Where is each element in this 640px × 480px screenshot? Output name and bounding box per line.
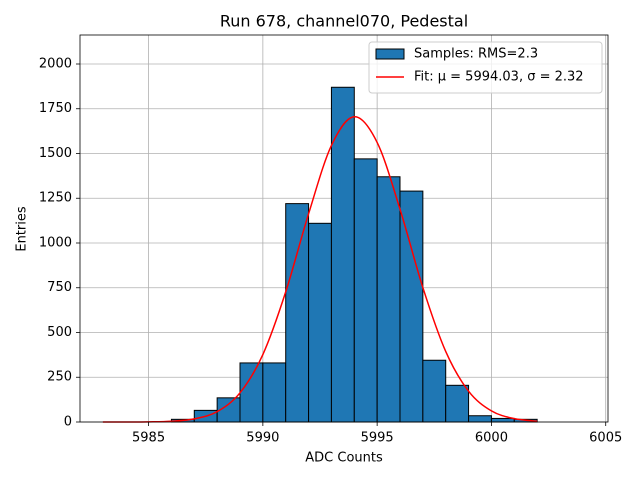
- histogram-bar: [445, 384, 470, 423]
- histogram-bar: [239, 362, 264, 423]
- x-tick-label: 5995: [361, 431, 394, 446]
- histogram-bar: [353, 158, 378, 423]
- histogram-bar: [262, 362, 287, 423]
- y-axis-label: Entries: [15, 206, 30, 252]
- y-tick-label: 250: [47, 370, 72, 385]
- legend-box: [368, 41, 603, 94]
- chart-title: Run 678, channel070, Pedestal: [220, 12, 468, 31]
- histogram-bar: [285, 203, 310, 423]
- x-tick-label: 6000: [475, 431, 508, 446]
- fit-line: [102, 116, 538, 423]
- legend-label: Samples: RMS=2.3: [414, 47, 538, 62]
- histogram-bar: [308, 222, 332, 423]
- y-tick-label: 2000: [39, 56, 72, 71]
- x-axis-label: ADC Counts: [305, 451, 383, 466]
- histogram-bar: [422, 359, 447, 423]
- y-tick-label: 750: [47, 280, 72, 295]
- histogram-bar: [468, 415, 492, 423]
- y-tick-label: 1250: [39, 191, 72, 206]
- legend-swatch: [375, 48, 405, 60]
- x-tick-label: 6005: [589, 431, 622, 446]
- histogram-bar: [490, 417, 515, 423]
- y-tick-label: 1750: [39, 101, 72, 116]
- x-tick-label: 5985: [132, 431, 165, 446]
- legend-label: Fit: μ = 5994.03, σ = 2.32: [414, 70, 584, 85]
- y-tick-label: 500: [47, 325, 72, 340]
- y-tick-label: 0: [64, 415, 72, 430]
- plot-frame: [79, 34, 609, 423]
- histogram-bar: [399, 190, 424, 423]
- y-tick-label: 1500: [39, 146, 72, 161]
- y-tick-label: 1000: [39, 235, 72, 250]
- x-tick-label: 5990: [246, 431, 279, 446]
- histogram-bar: [376, 176, 401, 423]
